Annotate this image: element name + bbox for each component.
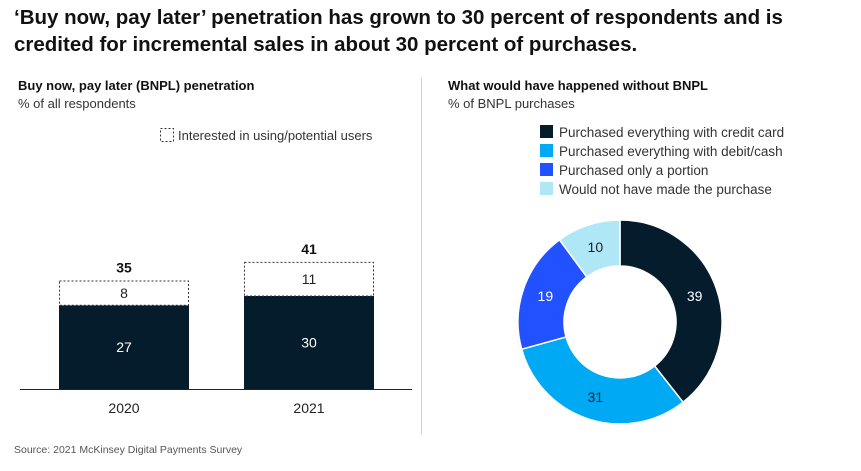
legend-swatch-no-purchase bbox=[540, 182, 553, 195]
bar-chart-subtitle: % of all respondents bbox=[18, 96, 136, 111]
donut-label-credit-card: 39 bbox=[687, 288, 703, 304]
legend-swatch-portion bbox=[540, 163, 553, 176]
bar-label-2020-potential-users: 8 bbox=[120, 285, 128, 301]
bar-chart: Interested in using/potential users 27 8 35… bbox=[20, 128, 412, 416]
donut-label-portion: 19 bbox=[538, 288, 554, 304]
x-tick-label-2021: 2021 bbox=[293, 400, 324, 416]
donut-label-no-purchase: 10 bbox=[588, 239, 604, 255]
legend-label-potential-users: Interested in using/potential users bbox=[178, 128, 373, 143]
legend-swatch-debit-cash bbox=[540, 144, 553, 157]
legend-swatch-credit-card bbox=[540, 125, 553, 138]
legend-label-debit-cash: Purchased everything with debit/cash bbox=[559, 144, 783, 159]
bar-total-2021: 41 bbox=[301, 241, 317, 257]
legend-swatch-potential-users bbox=[160, 128, 174, 142]
bar-label-2021-potential-users: 11 bbox=[302, 271, 317, 287]
x-tick-label-2020: 2020 bbox=[108, 400, 139, 416]
bar-total-2020: 35 bbox=[116, 260, 132, 276]
legend-label-portion: Purchased only a portion bbox=[559, 163, 708, 178]
bar-2020-potential-users bbox=[59, 280, 189, 306]
donut-label-debit-cash: 31 bbox=[588, 389, 604, 405]
bar-chart-title: Buy now, pay later (BNPL) penetration bbox=[18, 78, 255, 93]
donut-slice-credit-card bbox=[619, 219, 723, 404]
donut-slice-no-purchase bbox=[558, 219, 621, 278]
legend-label-credit-card: Purchased everything with credit card bbox=[559, 125, 784, 140]
bar-label-2020-current-users: 27 bbox=[116, 339, 132, 355]
bar-2021-current-users bbox=[244, 296, 374, 389]
donut-chart-subtitle: % of BNPL purchases bbox=[448, 96, 575, 111]
donut-slice-debit-cash bbox=[520, 336, 685, 425]
donut-chart-title: What would have happened without BNPL bbox=[448, 78, 708, 93]
bar-label-2021-current-users: 30 bbox=[301, 335, 317, 351]
panel-divider bbox=[421, 78, 422, 434]
source-note: Source: 2021 McKinsey Digital Payments S… bbox=[14, 444, 243, 456]
legend-label-no-purchase: Would not have made the purchase bbox=[559, 182, 772, 197]
bar-2021-potential-users bbox=[244, 261, 374, 297]
donut-chart: Purchased everything with credit card Pur… bbox=[517, 125, 784, 425]
chart-headline: ‘Buy now, pay later’ penetration has gro… bbox=[14, 6, 783, 56]
bar-2020-current-users bbox=[59, 305, 189, 389]
